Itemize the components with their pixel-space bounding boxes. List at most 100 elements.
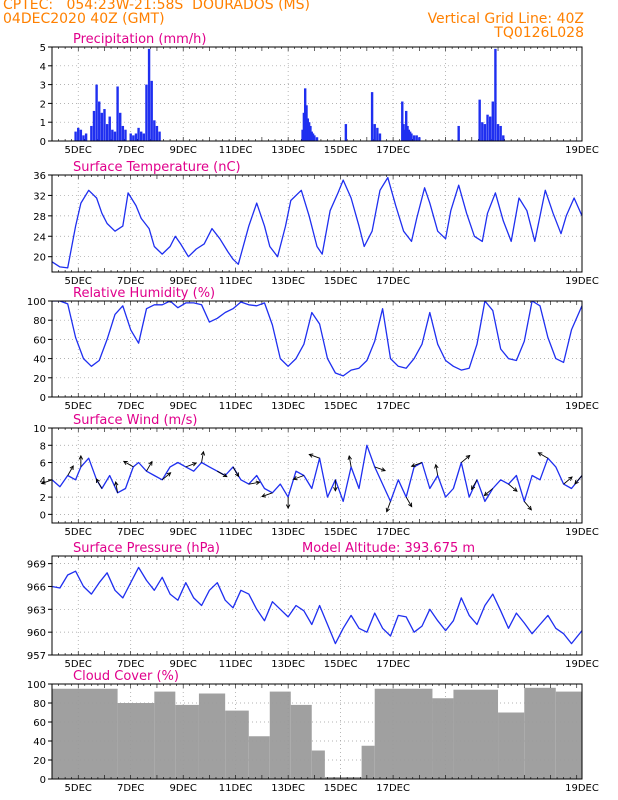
wind-arrow — [574, 475, 583, 485]
precip-xtick-label: 11DEC — [219, 145, 253, 156]
wind-arrow — [261, 492, 273, 497]
rh-xtick-label: 17DEC — [376, 401, 410, 412]
rh-xtick-label: 19DEC — [565, 401, 599, 412]
precip-xtick-label: 9DEC — [170, 145, 197, 156]
rh-frame — [51, 300, 583, 398]
wind-arrow — [217, 470, 228, 478]
precip-bar — [491, 101, 494, 141]
precip-bar — [412, 135, 416, 141]
wind-arrow-head — [234, 472, 240, 478]
cloud-title: Cloud Cover (%) — [73, 669, 179, 684]
precip-xtick-label: 19DEC — [565, 145, 599, 156]
press-ytick-label: 963 — [27, 605, 46, 616]
precip-xtick-label: 13DEC — [271, 145, 305, 156]
precip-bar — [315, 137, 319, 141]
cloud-bar-17 — [555, 691, 582, 779]
temp-xtick-label: 7DEC — [117, 276, 144, 287]
press-ytick-label: 966 — [27, 582, 46, 593]
precip-bar — [310, 131, 313, 141]
precip-bar — [92, 110, 96, 141]
cloud-xtick-label: 11DEC — [219, 783, 253, 794]
wind-arrow — [293, 475, 305, 480]
rh-xtick-label: 5DEC — [65, 401, 92, 412]
wind-xtick-label: 15DEC — [324, 527, 358, 538]
wind-arrow — [405, 496, 413, 507]
rh-title: Relative Humidity (%) — [73, 286, 215, 301]
wind-arrow-head — [385, 507, 390, 513]
wind-arrow-head — [122, 460, 128, 465]
temp-ytick-label: 32 — [33, 191, 46, 202]
precip-bar — [121, 125, 125, 141]
precip-bar — [401, 101, 404, 141]
wind-arrow — [471, 479, 478, 490]
wind-arrow — [386, 501, 391, 512]
precip-bar — [488, 116, 492, 141]
press-xtick-label: 5DEC — [65, 659, 92, 670]
precip-bar — [307, 122, 311, 141]
wind-arrow-head — [261, 493, 267, 498]
precip-frame — [51, 46, 583, 142]
cloud-xtick-label: 5DEC — [65, 783, 92, 794]
cloud-xtick-label: 19DEC — [565, 783, 599, 794]
rh-xtick-label: 7DEC — [117, 401, 144, 412]
cloud-xtick-label: 9DEC — [170, 783, 197, 794]
press-xtick-label: 15DEC — [324, 659, 358, 670]
precip-bar — [108, 116, 111, 141]
cloud-ytick-label: 60 — [33, 718, 46, 729]
wind-arrow — [41, 479, 53, 485]
precip-bar — [415, 135, 418, 141]
wind-arrow — [508, 483, 518, 492]
precip-bar — [486, 114, 489, 141]
precip-bar — [145, 84, 148, 141]
rh-ytick-label: 40 — [33, 355, 46, 366]
precip-bar — [129, 133, 132, 141]
wind-arrow — [374, 466, 386, 472]
temp-ytick-label: 24 — [33, 232, 46, 243]
wind-arrow — [309, 454, 320, 459]
precip-bar — [116, 86, 119, 141]
precip-bar — [373, 124, 376, 141]
temp-xtick-label: 13DEC — [271, 276, 305, 287]
precip-xtick-label: 15DEC — [324, 145, 358, 156]
precip-bar — [376, 127, 379, 141]
cloud-bar-10 — [324, 777, 362, 779]
cloud-bar-11 — [361, 745, 375, 779]
cloud-bar-7 — [269, 691, 291, 779]
cloud-ytick-label: 20 — [33, 756, 46, 767]
cloud-bar-9 — [311, 750, 325, 779]
press-ytick-label: 957 — [27, 651, 46, 662]
wind-arrow-head — [255, 480, 261, 485]
precip-ytick-label: 4 — [40, 62, 46, 73]
precip-bar — [155, 125, 159, 141]
wind-arrow — [201, 451, 204, 463]
cloud-xtick-label: 15DEC — [324, 783, 358, 794]
cloud-ytick-label: 80 — [33, 699, 46, 710]
precip-bar — [478, 99, 481, 141]
precip-bar — [313, 135, 316, 141]
precip-bar — [410, 133, 413, 141]
precip-bar — [153, 120, 156, 141]
precip-bar — [77, 127, 80, 141]
wind-arrow — [161, 472, 171, 481]
cloud-xtick-label: 17DEC — [376, 783, 410, 794]
wind-arrow-head — [537, 452, 543, 457]
precip-xtick-label: 7DEC — [117, 145, 144, 156]
temp-ytick-label: 20 — [33, 253, 46, 264]
precip-bar — [306, 118, 310, 141]
temp-xtick-label: 15DEC — [324, 276, 358, 287]
wind-arrow-head — [69, 465, 74, 470]
rh-ytick-label: 60 — [33, 335, 46, 346]
rh-ytick-label: 20 — [33, 374, 46, 385]
precip-bar — [405, 110, 408, 141]
wind-panel — [40, 427, 583, 524]
precip-ytick-label: 1 — [40, 118, 46, 129]
precip-bar — [98, 101, 101, 141]
rh-xtick-label: 9DEC — [170, 401, 197, 412]
press-plot-area — [52, 556, 582, 655]
wind-xtick-label: 7DEC — [117, 527, 144, 538]
temp-frame — [51, 174, 583, 273]
cloud-frame — [51, 683, 583, 780]
wind-arrow — [563, 476, 573, 485]
cloud-xtick-label: 7DEC — [117, 783, 144, 794]
press-frame — [51, 555, 583, 656]
